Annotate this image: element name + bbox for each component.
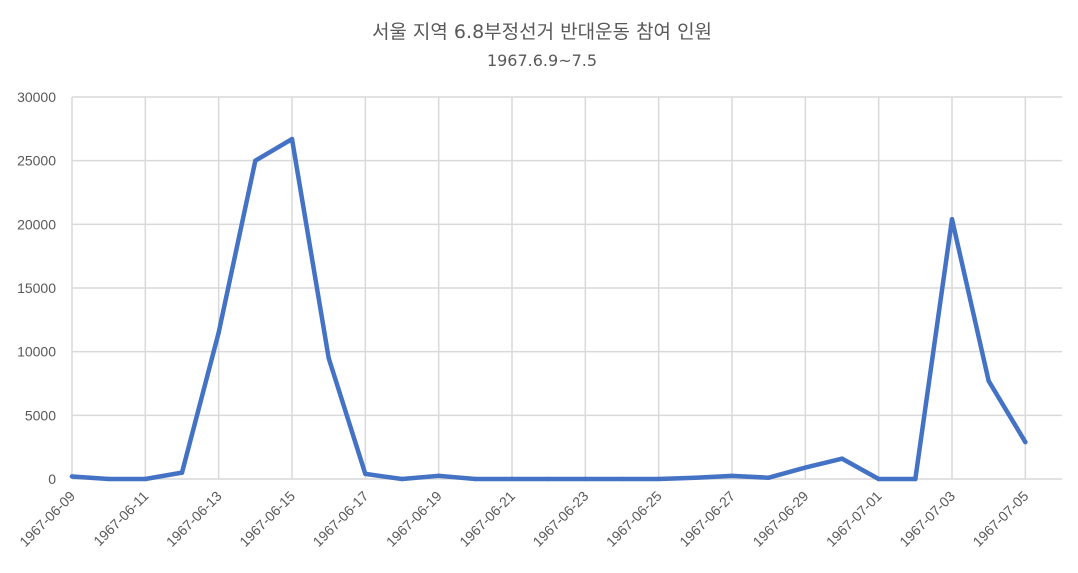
y-tick-label: 5000 (25, 407, 56, 423)
series-lines (69, 136, 1028, 482)
data-point (949, 217, 955, 222)
data-point (106, 476, 111, 482)
data-point (913, 476, 918, 482)
x-tick-label: 1967-06-23 (529, 488, 591, 550)
data-point (803, 465, 808, 470)
data-point (509, 476, 515, 482)
x-tick-label: 1967-06-27 (676, 488, 738, 550)
y-tick-label: 10000 (17, 344, 56, 360)
x-tick-label: 1967-07-01 (823, 488, 885, 550)
y-tick-label: 30000 (17, 89, 56, 105)
x-tick-label: 1967-06-13 (163, 488, 225, 550)
data-point (363, 471, 368, 477)
x-tick-label: 1967-07-05 (969, 488, 1031, 550)
data-point (326, 355, 331, 361)
data-point (143, 476, 148, 482)
data-point (289, 136, 295, 142)
data-point (546, 476, 551, 482)
x-tick-label: 1967-06-25 (603, 488, 665, 550)
data-point (729, 473, 735, 479)
data-point (179, 470, 185, 475)
data-point (436, 473, 441, 479)
data-point (473, 476, 478, 482)
x-tick-label: 1967-06-19 (383, 488, 445, 550)
chart-subtitle: 1967.6.9~7.5 (487, 51, 597, 70)
data-point (619, 476, 625, 482)
data-point (399, 476, 405, 482)
gridlines (71, 96, 1062, 479)
y-tick-label: 20000 (17, 216, 56, 232)
x-tick-label: 1967-06-09 (16, 488, 78, 550)
data-point (876, 476, 881, 482)
data-point (583, 476, 588, 482)
x-tick-label: 1967-06-29 (749, 488, 811, 550)
data-point (693, 475, 698, 480)
y-tick-label: 25000 (17, 153, 56, 169)
x-tick-label: 1967-06-11 (90, 488, 151, 549)
x-tick-label: 1967-06-17 (309, 488, 371, 550)
data-point (253, 158, 258, 163)
x-tick-label: 1967-06-15 (236, 488, 298, 550)
data-point (69, 474, 75, 479)
data-point (1023, 439, 1028, 445)
chart-title: 서울 지역 6.8부정선거 반대운동 참여 인원 (372, 21, 712, 43)
x-tick-label: 1967-06-21 (456, 488, 518, 550)
series-line (69, 136, 1028, 482)
data-point (216, 330, 221, 335)
data-point (839, 456, 845, 461)
data-point (986, 378, 991, 384)
data-point (656, 476, 661, 482)
data-point (766, 475, 771, 480)
x-tick-label: 1967-07-03 (896, 488, 958, 550)
y-tick-label: 0 (48, 471, 56, 487)
y-tick-label: 15000 (17, 280, 56, 296)
